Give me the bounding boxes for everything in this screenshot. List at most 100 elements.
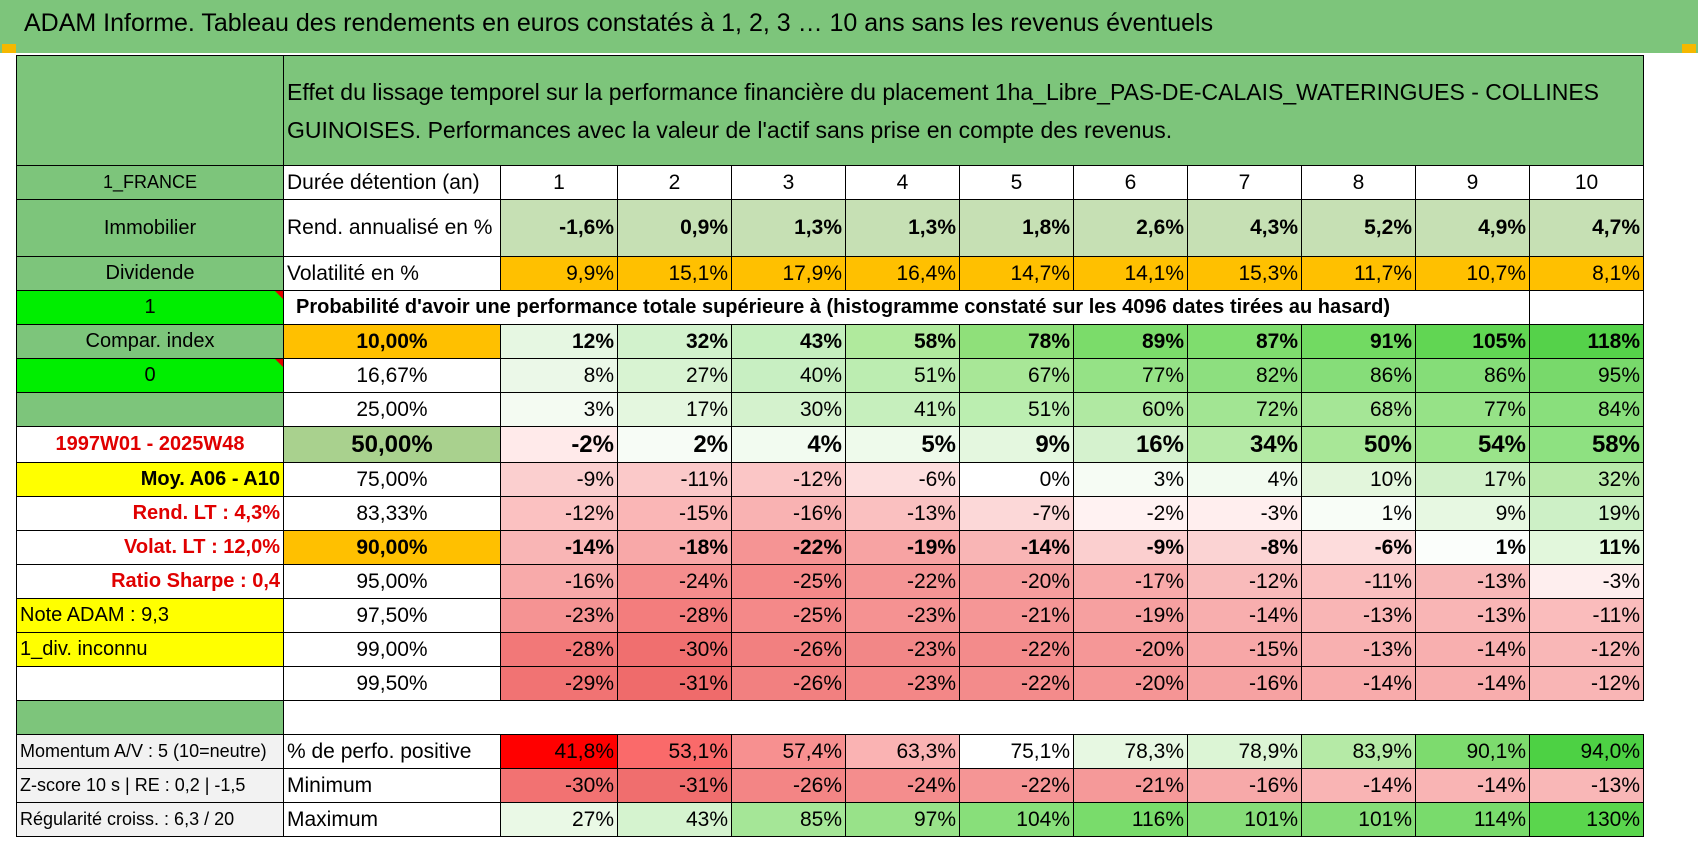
positive-cell: 83,9%	[1301, 734, 1416, 769]
vol-cell: 8,1%	[1529, 256, 1644, 291]
quantile-cell: 105%	[1415, 324, 1530, 359]
quantile-cell: 19%	[1529, 496, 1644, 531]
duration-label: Durée détention (an)	[283, 165, 501, 200]
quantile-cell: 82%	[1187, 358, 1302, 393]
rend-cell: 1,3%	[731, 199, 846, 257]
quantile-cell: -23%	[845, 598, 960, 633]
rend-label: Rend. annualisé en %	[283, 199, 501, 257]
positive-label: % de perfo. positive	[283, 734, 501, 769]
returns-table: Effet du lissage temporel sur la perform…	[16, 55, 1644, 837]
quantile-cell: 0%	[959, 462, 1074, 497]
quantile-cell: 9%	[1415, 496, 1530, 531]
quantile-cell: 68%	[1301, 392, 1416, 427]
quantile-cell: 51%	[959, 392, 1074, 427]
rend-cell: 1,8%	[959, 199, 1074, 257]
positive-cell: 41,8%	[500, 734, 618, 769]
max-cell: 43%	[617, 802, 732, 837]
quantile-cell: -17%	[1073, 564, 1188, 599]
table-row: Volat. LT : 12,0% 90,00% -14% -18% -22% -19% -…	[16, 530, 1644, 565]
quantile-cell: 87%	[1187, 324, 1302, 359]
quantile-cell: 67%	[959, 358, 1074, 393]
table-row: Momentum A/V : 5 (10=neutre)% de perfo. …	[16, 734, 1644, 769]
max-cell: 101%	[1187, 802, 1302, 837]
quantile-cell: 84%	[1529, 392, 1644, 427]
max-cell: 85%	[731, 802, 846, 837]
table-row: Régularité croiss. : 6,3 / 20 Maximum 27% 4…	[16, 802, 1644, 837]
max-cell: 101%	[1301, 802, 1416, 837]
rend-cell: -1,6%	[500, 199, 618, 257]
average-cell: Moy. A06 - A10	[16, 462, 284, 497]
quantile-cell: 4%	[731, 426, 846, 463]
quantile-cell: -9%	[1073, 530, 1188, 565]
max-cell: 130%	[1529, 802, 1644, 837]
blank-cell	[16, 666, 284, 701]
quantile-cell: 34%	[1187, 426, 1302, 463]
rend-cell: 2,6%	[1073, 199, 1188, 257]
vol-cell: 16,4%	[845, 256, 960, 291]
quantile-cell: -21%	[959, 598, 1074, 633]
quantile-cell: 1%	[1301, 496, 1416, 531]
quantile-cell: -16%	[731, 496, 846, 531]
quantile-cell: 91%	[1301, 324, 1416, 359]
quantile-cell: 78%	[959, 324, 1074, 359]
quantile-cell: 16%	[1073, 426, 1188, 463]
min-cell: -30%	[500, 768, 618, 803]
quantile-cell: -14%	[959, 530, 1074, 565]
quantile-cell: -6%	[845, 462, 960, 497]
quantile-cell: 8%	[500, 358, 618, 393]
quantile-cell: -23%	[845, 632, 960, 667]
rend-cell: 0,9%	[617, 199, 732, 257]
quantile-cell: 89%	[1073, 324, 1188, 359]
blank-green-cell	[16, 392, 284, 427]
quantile-cell: 2%	[617, 426, 732, 463]
quantile-cell: -12%	[1187, 564, 1302, 599]
quantile-cell: 11%	[1529, 530, 1644, 565]
positive-cell: 94,0%	[1529, 734, 1644, 769]
zscore-cell: Z-score 10 s | RE : 0,2 | -1,5	[16, 768, 284, 803]
spacer-cell	[283, 700, 1644, 735]
quantile-cell: 12%	[500, 324, 618, 359]
quantile-label: 10,00%	[283, 324, 501, 359]
quantile-cell: -8%	[1187, 530, 1302, 565]
max-cell: 114%	[1415, 802, 1530, 837]
quantile-cell: -3%	[1529, 564, 1644, 599]
positive-cell: 53,1%	[617, 734, 732, 769]
vol-cell: 9,9%	[500, 256, 618, 291]
quantile-cell: 95%	[1529, 358, 1644, 393]
quantile-cell: 32%	[1529, 462, 1644, 497]
quantile-cell: -11%	[1529, 598, 1644, 633]
sharpe-ratio-cell: Ratio Sharpe : 0,4	[16, 564, 284, 599]
quantile-label: 90,00%	[283, 530, 501, 565]
report-title: ADAM Informe. Tableau des rendements en …	[0, 0, 1698, 44]
quantile-cell: -18%	[617, 530, 732, 565]
blank-cell	[1529, 290, 1644, 325]
quantile-cell: -13%	[845, 496, 960, 531]
quantile-cell: -7%	[959, 496, 1074, 531]
min-cell: -14%	[1415, 768, 1530, 803]
vol-cell: 10,7%	[1415, 256, 1530, 291]
rend-cell: 4,7%	[1529, 199, 1644, 257]
right-edge-marker	[1682, 44, 1696, 53]
quantile-cell: -15%	[1187, 632, 1302, 667]
quantile-cell: 43%	[731, 324, 846, 359]
quantile-cell: 77%	[1415, 392, 1530, 427]
quantile-cell: 4%	[1187, 462, 1302, 497]
quantile-label: 99,50%	[283, 666, 501, 701]
quantile-cell: -28%	[500, 632, 618, 667]
momentum-cell: Momentum A/V : 5 (10=neutre)	[16, 734, 284, 769]
quantile-label: 99,00%	[283, 632, 501, 667]
quantile-cell: 60%	[1073, 392, 1188, 427]
flag-one-cell: 1	[16, 290, 284, 325]
quantile-cell: 54%	[1415, 426, 1530, 463]
year-header: 6	[1073, 165, 1188, 200]
quantile-cell: 5%	[845, 426, 960, 463]
quantile-cell: 86%	[1415, 358, 1530, 393]
long-term-return-cell: Rend. LT : 4,3%	[16, 496, 284, 531]
quantile-label: 75,00%	[283, 462, 501, 497]
quantile-cell: 51%	[845, 358, 960, 393]
quantile-cell: -11%	[617, 462, 732, 497]
quantile-cell: 30%	[731, 392, 846, 427]
year-header: 9	[1415, 165, 1530, 200]
year-header: 1	[500, 165, 618, 200]
min-label: Minimum	[283, 768, 501, 803]
